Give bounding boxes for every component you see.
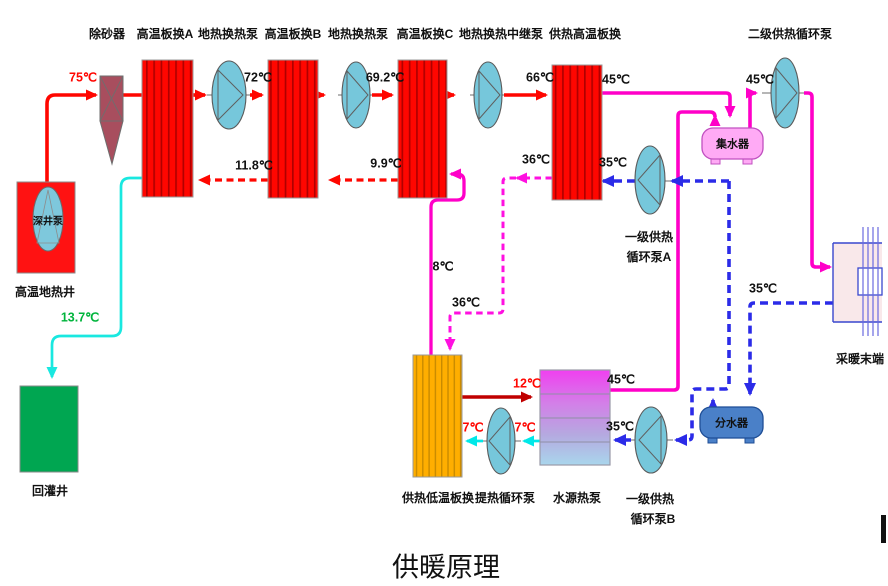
sand-remover-funnel — [99, 120, 124, 166]
temp-35-term: 35℃ — [749, 281, 777, 295]
pipe-hxsupply-to-collector — [602, 91, 736, 118]
label-heat-pump: 水源热泵 — [553, 490, 601, 505]
temp-45-pump2: 45℃ — [746, 72, 774, 86]
label-pump-primary-b-2: 循环泵B — [631, 511, 676, 526]
label-pump-extract: 提热循环泵 — [475, 490, 535, 505]
pipes — [45, 87, 833, 447]
label-reinjection-well: 回灌井 — [32, 483, 68, 498]
temp-7-a: 7℃ — [463, 420, 484, 434]
collector-label: 集水器 — [715, 136, 750, 150]
terminal-frame — [832, 242, 882, 323]
pipe-to-pump-b — [674, 181, 731, 446]
collector-tank: 集水器 — [701, 127, 764, 165]
pipe-terminal-return — [744, 301, 833, 396]
label-hx-supply-high: 供热高温板换 — [548, 26, 622, 41]
equipment: 深井泵 集水器 分水器 — [16, 57, 886, 543]
temp-35-hx: 35℃ — [599, 155, 627, 169]
temp-45-hp: 45℃ — [607, 372, 635, 386]
pump-geo-2 — [341, 61, 371, 129]
pump-primary-b — [634, 406, 668, 474]
terminal-fins — [862, 227, 879, 336]
pump-extract — [486, 407, 516, 475]
temp-36-hx: 36℃ — [522, 152, 550, 166]
label-pump-primary-a-1: 一级供热 — [625, 229, 673, 244]
label-pump-geo-1: 地热换热泵 — [198, 26, 258, 41]
pump-secondary — [770, 57, 800, 129]
heating-terminal — [832, 227, 883, 336]
sand-remover — [99, 75, 124, 166]
deep-well-pump-label: 深井泵 — [33, 215, 64, 228]
hx-a — [141, 59, 194, 198]
pump-geo-1 — [211, 60, 247, 130]
pipe-collector-to-pump2nd — [746, 87, 758, 128]
collector-body — [701, 127, 764, 160]
temp-69-2: 69.2℃ — [366, 70, 404, 84]
label-hx-a: 高温板换A — [137, 26, 194, 41]
label-terminal: 采暖末端 — [835, 351, 884, 366]
label-geothermal-well: 高温地热井 — [15, 284, 75, 299]
deep-well-pump-triangle — [36, 189, 60, 244]
temperature-labels: 75℃ 72℃ 69.2℃ 66℃ 45℃ 45℃ 11.8℃ 9.9℃ 36℃… — [61, 70, 777, 434]
hx-b — [267, 59, 319, 199]
pipe-pump2nd-to-terminal — [804, 91, 832, 273]
geothermal-well: 深井泵 — [16, 181, 76, 274]
label-sand-remover: 除砂器 — [89, 26, 126, 41]
pipe-heatpump-to-collector — [610, 110, 721, 392]
edge-black-bar — [881, 515, 886, 543]
label-pump-relay: 地热换热中继泵 — [459, 26, 543, 41]
label-hx-b: 高温板换B — [265, 26, 322, 41]
distributor-tank: 分水器 — [699, 406, 764, 444]
diagram-title: 供暖原理 — [392, 553, 500, 584]
pipe-well-to-sand — [45, 89, 98, 183]
distributor-body — [699, 406, 764, 439]
temp-7-b: 7℃ — [515, 420, 536, 434]
pump-relay — [473, 61, 503, 129]
temp-36-low: 36℃ — [452, 295, 480, 309]
label-hx-c: 高温板换C — [397, 26, 454, 41]
temp-9-9: 9.9℃ — [370, 156, 401, 170]
temp-8: 8℃ — [433, 259, 454, 273]
heat-pump-bands — [540, 393, 610, 443]
label-pump-geo-2: 地热换热泵 — [328, 26, 388, 41]
reinjection-well — [19, 385, 79, 473]
temp-35-hp: 35℃ — [606, 419, 634, 433]
label-pump-primary-b-1: 一级供热 — [626, 491, 674, 506]
temp-11-8: 11.8℃ — [235, 158, 273, 172]
water-source-heat-pump — [539, 369, 611, 466]
temp-45-hx: 45℃ — [602, 72, 630, 86]
temp-66: 66℃ — [526, 70, 554, 84]
distributor-label: 分水器 — [715, 415, 749, 429]
hx-c — [397, 59, 448, 199]
sand-remover-cross — [99, 75, 124, 122]
temp-75: 75℃ — [69, 70, 97, 84]
label-hx-supply-low: 供热低温板换 — [401, 490, 475, 505]
pipe-8c-to-hxc — [429, 168, 466, 357]
pipe-reinjection — [46, 176, 142, 379]
deep-well-pump-body — [32, 186, 64, 252]
pipe-36c-to-lowhx — [444, 176, 516, 351]
temp-72: 72℃ — [244, 70, 272, 84]
temp-13-7: 13.7℃ — [61, 310, 99, 324]
pump-primary-a — [634, 145, 666, 215]
hx-supply-low — [412, 354, 463, 478]
labels: 除砂器 高温板换A 地热换热泵 高温板换B 地热换热泵 高温板换C 地热换热中继… — [15, 26, 884, 526]
temp-12: 12℃ — [513, 376, 541, 390]
label-pump-primary-a-2: 循环泵A — [627, 249, 672, 264]
hx-supply-high — [551, 64, 603, 201]
label-pump-secondary: 二级供热循环泵 — [748, 26, 832, 41]
